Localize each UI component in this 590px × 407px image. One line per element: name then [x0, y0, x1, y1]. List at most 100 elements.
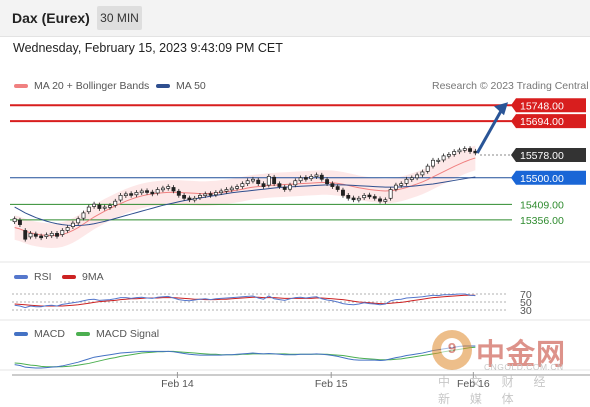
candle — [145, 188, 149, 195]
price-tag-label: 15694.00 — [520, 116, 564, 128]
candle-body — [240, 183, 245, 187]
timeframe-button[interactable]: 30 MIN — [97, 6, 142, 30]
candle-body — [420, 171, 425, 176]
candle-body — [65, 227, 70, 231]
candle — [155, 187, 160, 196]
candle — [362, 193, 367, 201]
price-tag-box — [511, 98, 586, 113]
candle-body — [113, 200, 118, 206]
rsi-ma-label: 9MA — [82, 271, 104, 283]
candle-body — [378, 198, 382, 202]
x-tick-label: Feb 16 — [457, 378, 490, 390]
candle-body — [176, 190, 181, 196]
candle — [436, 157, 441, 164]
candle-body — [76, 218, 81, 224]
rsi-ma-line — [14, 294, 476, 307]
candle — [266, 174, 271, 188]
price-level-tag: 15748.00 — [511, 98, 586, 113]
price-level-tag: 15694.00 — [511, 114, 586, 129]
candle — [462, 146, 467, 153]
candle-body — [81, 212, 86, 219]
candle-body — [155, 189, 160, 194]
legend-rsi: RSI — [14, 271, 52, 283]
candle — [319, 172, 324, 182]
ma50-swatch — [156, 84, 170, 88]
candle-body — [330, 183, 335, 187]
candle — [356, 195, 361, 203]
candle — [346, 193, 351, 201]
candle — [224, 187, 229, 194]
price-tag-box — [511, 148, 586, 162]
candle — [23, 228, 28, 242]
rsi-tick-label: 50 — [520, 297, 532, 309]
price-tag-box — [511, 170, 586, 185]
x-tick-label: Feb 15 — [315, 378, 348, 390]
candle-body — [145, 190, 149, 193]
candle — [70, 220, 75, 229]
candle-body — [213, 192, 218, 196]
macd-line — [14, 345, 476, 369]
candle — [282, 184, 287, 192]
candle-body — [383, 199, 388, 202]
candle — [261, 181, 266, 189]
candle-body — [356, 197, 361, 201]
candle-body — [341, 189, 345, 196]
candle-body — [457, 149, 462, 153]
ma50-label: MA 50 — [176, 80, 206, 92]
candle-body — [404, 178, 409, 184]
rsi-tick-label: 30 — [520, 305, 532, 317]
candle — [293, 178, 298, 188]
candle — [171, 185, 176, 194]
candle — [388, 187, 393, 201]
candle-body — [108, 205, 112, 208]
candle-body — [192, 197, 197, 201]
candle — [150, 189, 155, 197]
candle-body — [86, 206, 91, 213]
candle-body — [118, 195, 123, 201]
candle — [129, 191, 134, 198]
candle — [86, 204, 91, 215]
candle-body — [335, 186, 340, 190]
candle — [330, 181, 335, 189]
candle-body — [12, 218, 17, 223]
copyright-note: Research © 2023 Trading Central — [432, 80, 589, 92]
candle — [55, 231, 59, 239]
candle-body — [102, 206, 107, 209]
candle-body — [39, 235, 44, 239]
candle-body — [28, 233, 33, 238]
candle — [123, 191, 128, 198]
candle — [39, 233, 44, 241]
price-tag-label: 15500.00 — [520, 173, 564, 185]
candle — [351, 195, 356, 203]
candle — [229, 185, 234, 193]
candle — [309, 174, 314, 182]
candle — [245, 178, 250, 186]
candle — [303, 175, 308, 182]
candle — [240, 181, 245, 189]
candle-body — [441, 155, 446, 161]
candle — [298, 175, 303, 184]
candle — [452, 149, 457, 157]
candle-body — [409, 177, 414, 180]
candle-body — [139, 190, 144, 194]
candle-body — [171, 187, 176, 192]
price-level-label: 15409.00 — [520, 199, 564, 211]
candle-body — [293, 180, 298, 186]
candle — [235, 184, 239, 191]
candle-body — [224, 189, 229, 192]
candle-body — [367, 194, 372, 198]
watermark-subtitle: 中 文 财 经 新 媒 体 — [438, 375, 554, 406]
rsi-line — [14, 293, 476, 309]
candle — [102, 204, 107, 211]
price-level-label: 15356.00 — [520, 215, 564, 227]
candle-body — [415, 174, 420, 179]
candle-body — [245, 180, 250, 185]
candle-body — [393, 184, 398, 190]
candle — [139, 188, 144, 196]
legend-macd-signal: MACD Signal — [76, 328, 159, 340]
rsi-label: RSI — [34, 271, 52, 283]
candle-body — [33, 233, 38, 237]
candle — [367, 192, 372, 200]
candle — [134, 190, 139, 198]
